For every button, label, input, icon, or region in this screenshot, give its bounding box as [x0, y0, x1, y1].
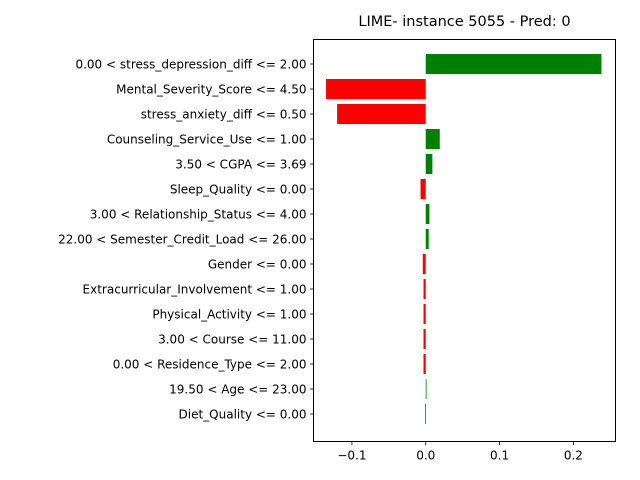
y-tick-label: Diet_Quality <= 0.00 — [179, 408, 307, 422]
bar — [425, 129, 440, 149]
bar — [425, 54, 602, 74]
y-tick-label: Counseling_Service_Use <= 1.00 — [107, 133, 307, 147]
y-tick-label: 22.00 < Semester_Credit_Load <= 26.00 — [58, 233, 306, 247]
x-tick-label: −0.1 — [337, 449, 366, 463]
y-tick-label: Extracurricular_Involvement <= 1.00 — [83, 283, 307, 297]
bar — [423, 304, 426, 324]
y-tick-label: Gender <= 0.00 — [208, 258, 307, 272]
bar — [423, 329, 426, 349]
bar — [326, 79, 426, 99]
y-tick-label: 3.00 < Relationship_Status <= 4.00 — [90, 208, 307, 222]
bar — [423, 354, 426, 374]
plot-frame — [313, 39, 616, 442]
x-tick-label: 0.1 — [490, 449, 509, 463]
y-tick-label: stress_anxiety_diff <= 0.50 — [141, 108, 307, 122]
bars-group — [326, 54, 602, 424]
x-tick-label: 0.0 — [416, 449, 435, 463]
x-axis-ticks: −0.1 0.0 0.1 0.2 — [337, 441, 583, 463]
bar — [424, 404, 426, 424]
y-tick-label: Mental_Severity_Score <= 4.50 — [116, 83, 306, 97]
y-tick-label: 0.00 < stress_depression_diff <= 2.00 — [75, 58, 306, 72]
y-tick-label: Sleep_Quality <= 0.00 — [170, 183, 307, 197]
y-axis-ticks: 0.00 < stress_depression_diff <= 2.00 Men… — [58, 58, 314, 422]
y-tick-label: 19.50 < Age <= 23.00 — [169, 383, 306, 397]
bar — [425, 204, 430, 224]
bar — [422, 254, 426, 274]
bar — [423, 279, 426, 299]
bar — [425, 379, 427, 399]
x-tick-label: 0.2 — [564, 449, 583, 463]
y-tick-label: 3.50 < CGPA <= 3.69 — [175, 158, 306, 172]
bar — [420, 179, 426, 199]
bar — [425, 229, 429, 249]
bar — [337, 104, 426, 124]
y-tick-label: Physical_Activity <= 1.00 — [152, 308, 306, 322]
chart-title: LIME- instance 5055 - Pred: 0 — [358, 14, 570, 30]
bar — [425, 154, 433, 174]
y-tick-label: 0.00 < Residence_Type <= 2.00 — [113, 358, 307, 372]
y-tick-label: 3.00 < Course <= 11.00 — [158, 333, 306, 347]
